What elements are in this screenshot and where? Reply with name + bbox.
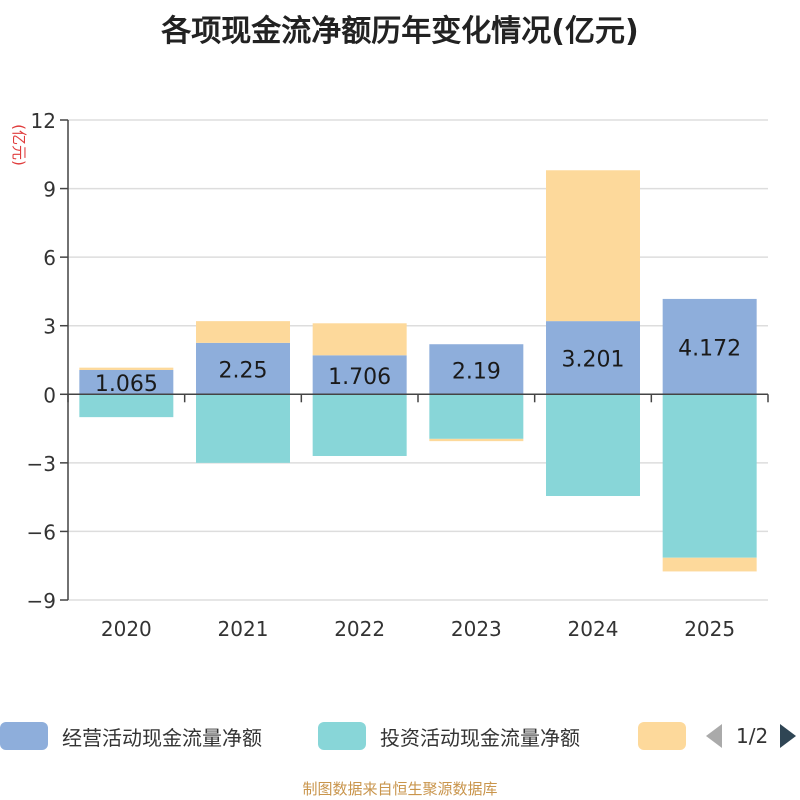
bar-series1-2022[interactable] (312, 394, 407, 456)
labels: 12 9 6 3 0 −3 −6 −9 (亿元) 1.065 2020 2.25 2021 1.706 20… (10, 109, 741, 641)
legend-item-investing[interactable]: 投资活动现金流量净额 (318, 716, 580, 756)
bar-series0-2022[interactable] (312, 355, 407, 395)
legend: 经营活动现金流量净额 投资活动现金流量净额 1/2 (0, 716, 800, 756)
legend-swatch-third (638, 722, 686, 750)
y-tick-label: −3 (27, 452, 56, 476)
chart-title: 各项现金流净额历年变化情况(亿元) (161, 14, 639, 49)
bar-series1-2020[interactable] (79, 394, 174, 418)
legend-label-operating: 经营活动现金流量净额 (62, 725, 262, 750)
bar-series2-2022[interactable] (312, 323, 407, 356)
legend-label-investing: 投资活动现金流量净额 (380, 725, 580, 750)
bar-series1-2021[interactable] (196, 394, 290, 463)
data-label-2021: 2.25 (219, 359, 268, 384)
grid-lines (68, 119, 768, 601)
x-tick-label: 2022 (334, 617, 385, 641)
y-tick-label: 0 (43, 383, 56, 407)
y-tick-label: −6 (27, 520, 56, 544)
bar-series0-2025[interactable] (662, 298, 757, 395)
legend-pager: 1/2 (706, 716, 797, 756)
bar-series2-2024[interactable] (546, 170, 640, 322)
bar-series1-2023[interactable] (429, 394, 524, 439)
pager-text: 1/2 (736, 724, 769, 748)
data-label-2022: 1.706 (328, 365, 391, 390)
data-label-2020: 1.065 (95, 372, 158, 397)
x-tick-label: 2020 (101, 617, 152, 641)
bar-group (79, 170, 757, 572)
legend-item-third[interactable] (638, 716, 686, 756)
data-label-2023: 2.19 (452, 359, 501, 384)
y-axis-unit-label: (亿元) (10, 124, 28, 166)
y-tick-label: 6 (43, 246, 56, 270)
data-label-2024: 3.201 (562, 348, 625, 373)
legend-swatch-investing (318, 722, 366, 750)
y-tick-label: 3 (43, 315, 56, 339)
x-tick-label: 2025 (684, 617, 735, 641)
legend-item-operating[interactable]: 经营活动现金流量净额 (0, 716, 262, 756)
source-note: 制图数据来自恒生聚源数据库 (302, 780, 498, 798)
axes (60, 119, 769, 601)
bar-series1-2024[interactable] (546, 394, 640, 496)
x-tick-label: 2024 (568, 617, 619, 641)
legend-swatch-operating (0, 722, 48, 750)
bar-series2-2023[interactable] (429, 438, 524, 442)
chart-area: 12 9 6 3 0 −3 −6 −9 (亿元) 1.065 2020 2.25 2021 1.706 20… (10, 109, 769, 641)
y-tick-label: 9 (43, 178, 56, 202)
x-tick-label: 2021 (218, 617, 269, 641)
bar-series0-2023[interactable] (429, 344, 524, 395)
bar-series2-2021[interactable] (196, 321, 290, 343)
y-tick-label: 12 (31, 109, 56, 133)
bar-series0-2020[interactable] (79, 369, 174, 395)
bar-series2-2025[interactable] (662, 557, 757, 572)
bar-series2-2020[interactable] (79, 367, 174, 370)
bar-series0-2021[interactable] (196, 342, 290, 395)
y-tick-label: −9 (27, 589, 56, 613)
pager-prev-icon[interactable] (706, 724, 722, 748)
bar-series1-2025[interactable] (662, 394, 757, 558)
pager-next-icon[interactable] (780, 724, 797, 748)
bar-series0-2024[interactable] (546, 321, 640, 395)
data-label-2025: 4.172 (678, 337, 741, 362)
x-tick-label: 2023 (451, 617, 502, 641)
